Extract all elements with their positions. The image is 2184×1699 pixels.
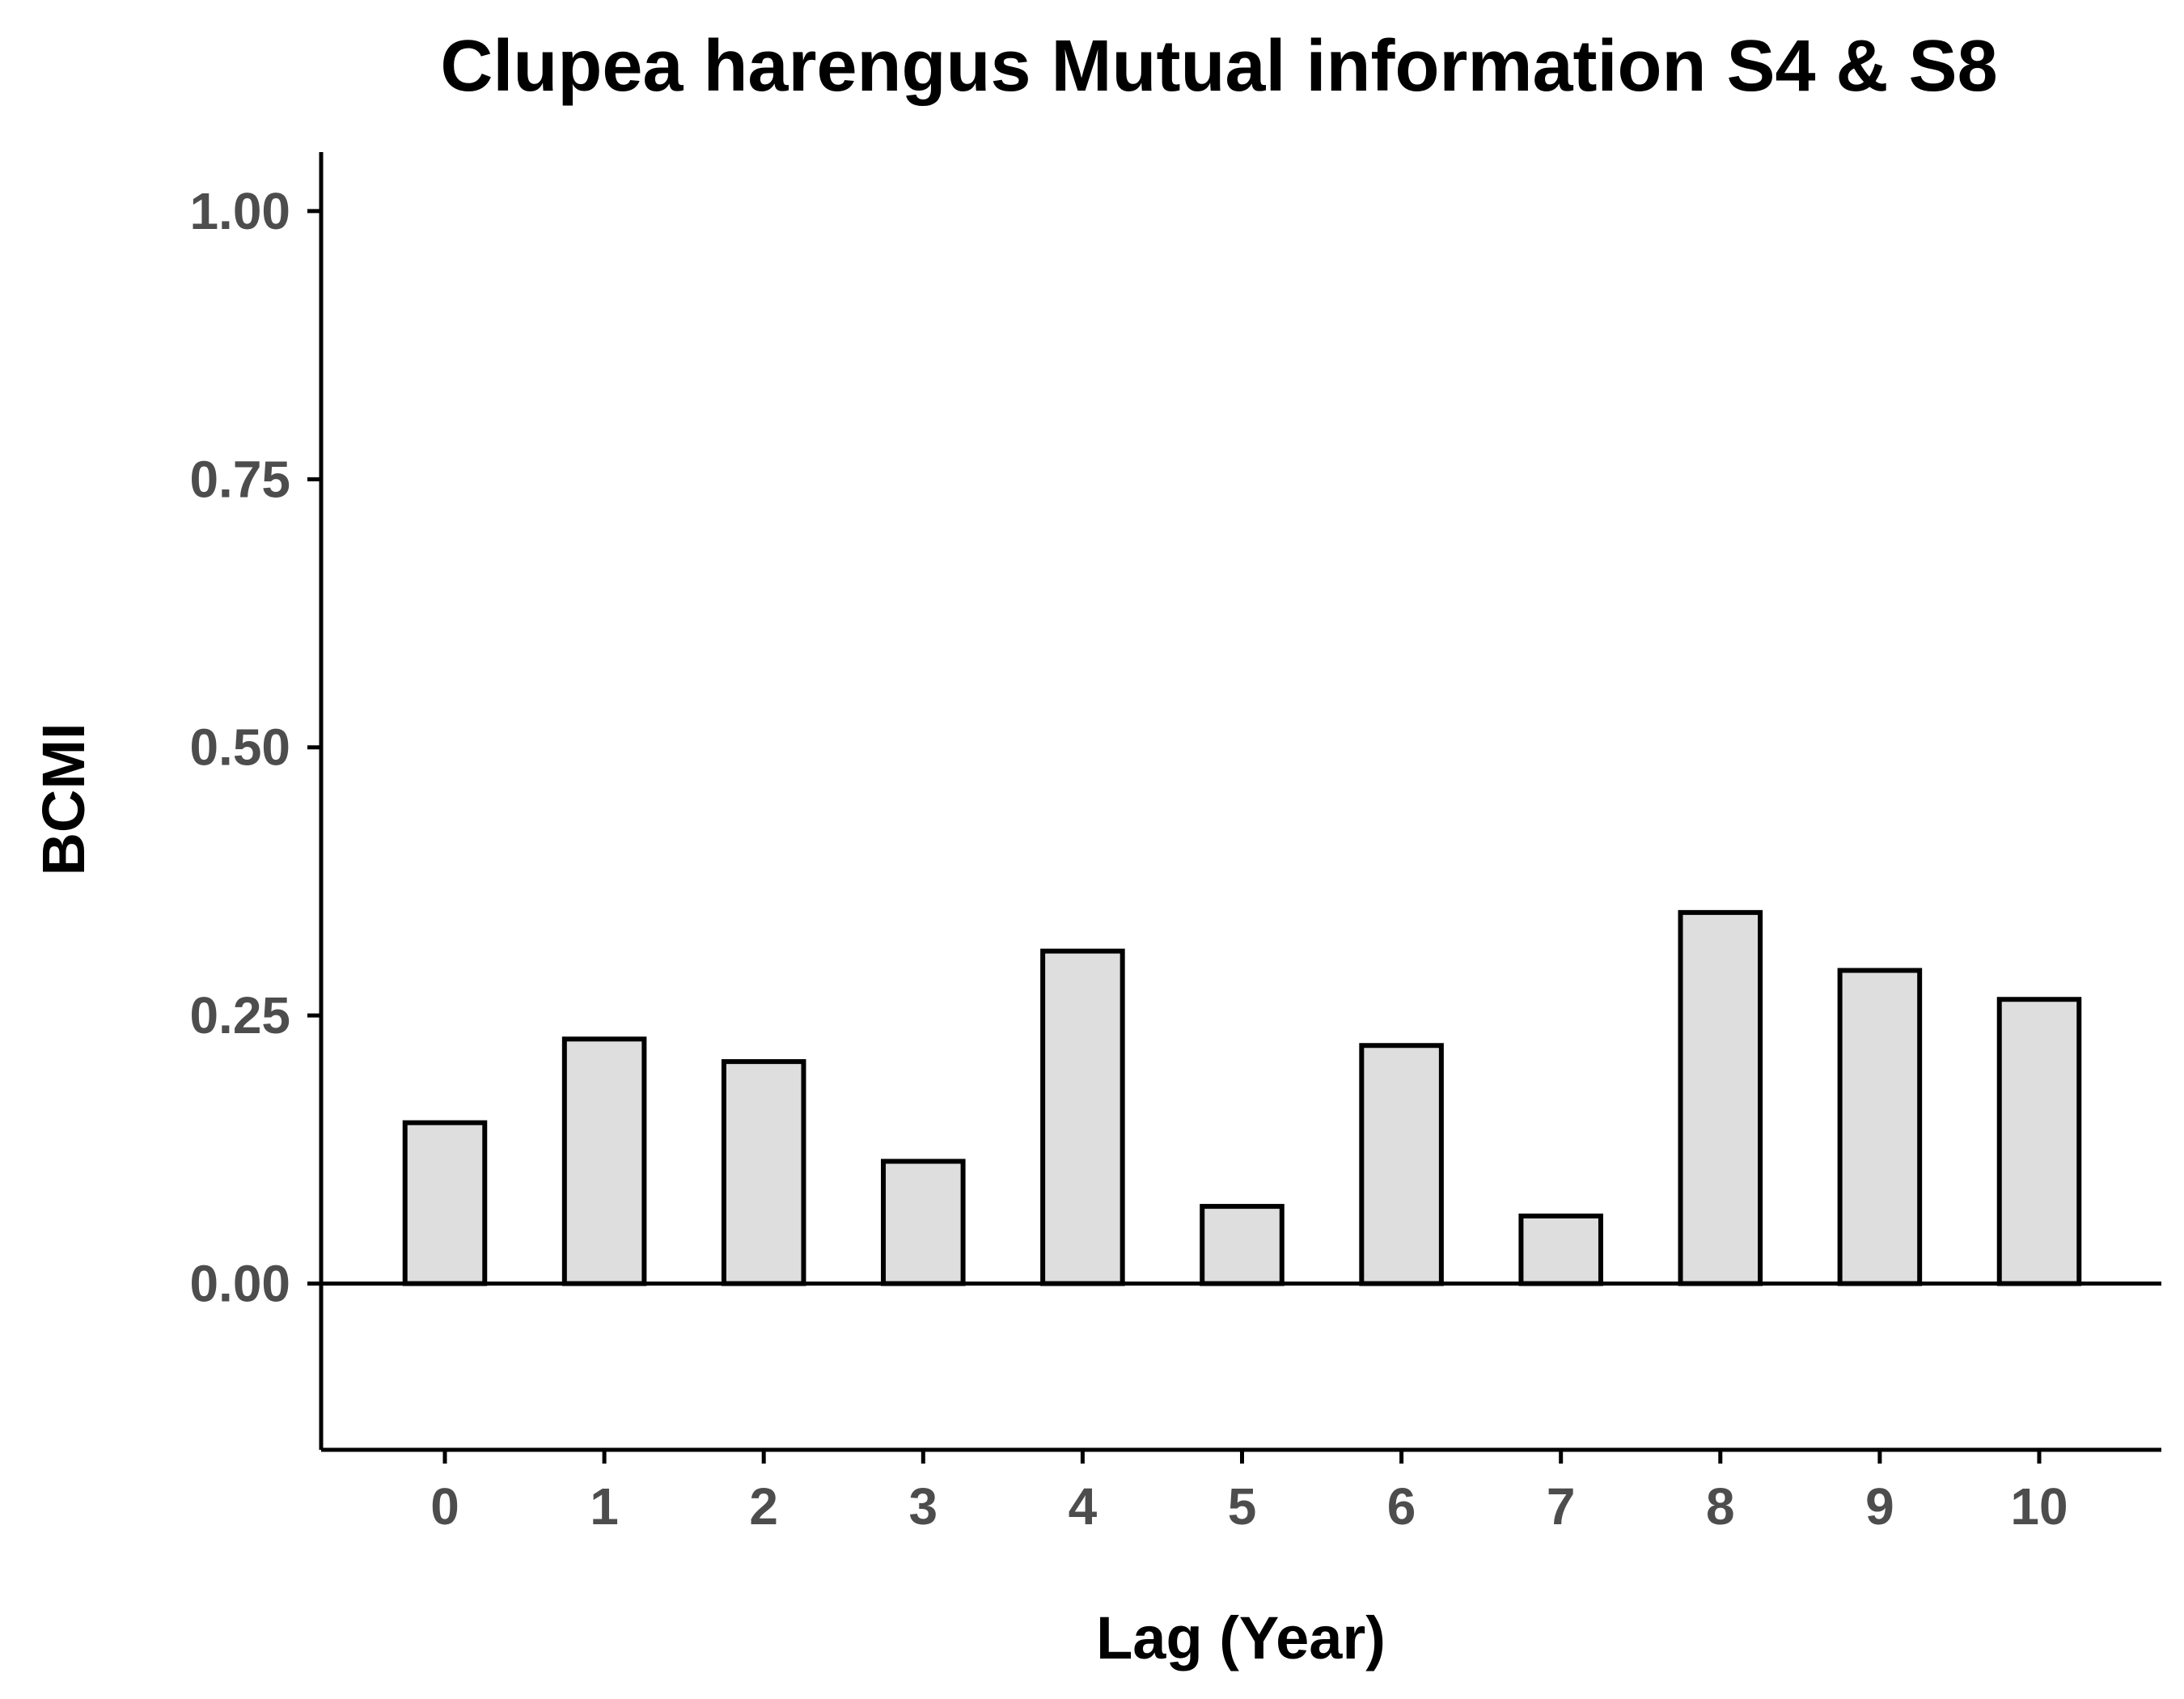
y-axis-ticks: 0.00 0.25 0.50 0.75 1.00 (189, 182, 321, 1313)
bar-lag-5 (1200, 1204, 1285, 1286)
x-tick-label: 5 (1228, 1477, 1257, 1536)
bars-group (402, 909, 2082, 1286)
y-tick-label: 0.00 (189, 1255, 290, 1313)
x-tick-label: 1 (590, 1477, 619, 1536)
y-tick-label: 0.75 (189, 450, 290, 508)
x-axis-ticks: 0 1 2 3 4 5 6 7 8 9 10 (430, 1450, 2068, 1536)
y-axis-title: BCMI (30, 722, 97, 875)
x-tick-label: 4 (1069, 1477, 1098, 1536)
x-tick-label: 10 (2010, 1477, 2068, 1536)
y-tick-label: 1.00 (189, 182, 290, 240)
x-tick-label: 0 (430, 1477, 459, 1536)
y-tick-label: 0.25 (189, 986, 290, 1044)
x-tick-label: 8 (1706, 1477, 1735, 1536)
x-tick-label: 9 (1865, 1477, 1894, 1536)
x-tick-label: 7 (1547, 1477, 1576, 1536)
x-tick-label: 2 (749, 1477, 778, 1536)
bar-lag-7 (1518, 1214, 1603, 1286)
bar-lag-8 (1678, 909, 1763, 1286)
bar-lag-4 (1040, 948, 1125, 1286)
bar-lag-1 (561, 1036, 647, 1286)
bar-lag-2 (721, 1059, 806, 1286)
x-tick-label: 3 (909, 1477, 938, 1536)
chart-title: Clupea harengus Mutual information S4 & … (440, 26, 1997, 107)
bar-lag-0 (402, 1120, 488, 1286)
bar-lag-9 (1837, 968, 1923, 1286)
x-tick-label: 6 (1387, 1477, 1416, 1536)
bar-lag-3 (881, 1159, 966, 1286)
x-axis-title: Lag (Year) (1096, 1604, 1386, 1671)
bar-lag-6 (1359, 1043, 1444, 1286)
y-tick-label: 0.50 (189, 718, 290, 777)
bar-lag-10 (1996, 997, 2082, 1286)
